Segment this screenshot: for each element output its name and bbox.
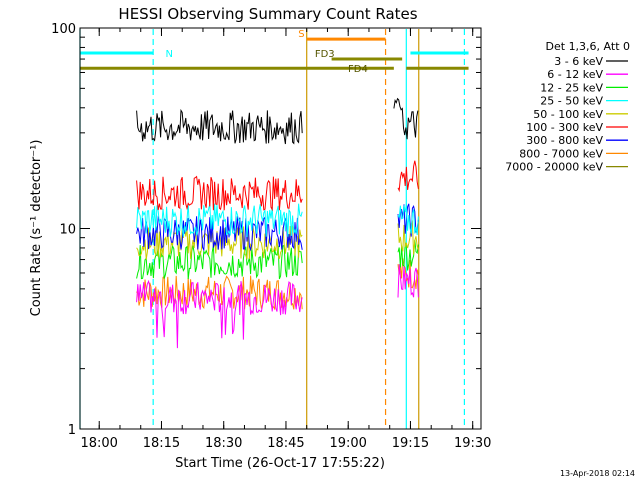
y-tick-label: 1 bbox=[68, 423, 76, 438]
x-tick-label: 19:15 bbox=[392, 436, 429, 451]
series-trace bbox=[136, 108, 303, 145]
flag-label: FD4 bbox=[348, 64, 368, 75]
series-trace bbox=[397, 160, 419, 193]
x-tick-label: 19:30 bbox=[454, 436, 491, 451]
series-trace bbox=[136, 244, 303, 280]
y-axis-label: Count Rate (s⁻¹ detector⁻¹) bbox=[29, 140, 44, 317]
legend-entry-label: 12 - 25 keV bbox=[540, 81, 603, 94]
legend-entry-label: 800 - 7000 keV bbox=[519, 147, 603, 160]
legend-entry-label: 100 - 300 keV bbox=[526, 121, 603, 134]
legend-entry-label: 6 - 12 keV bbox=[547, 68, 603, 81]
series-trace bbox=[397, 264, 419, 298]
x-tick-label: 18:00 bbox=[80, 436, 117, 451]
flag-label: FD3 bbox=[315, 49, 335, 60]
series-trace bbox=[136, 175, 303, 212]
date-stamp: 13-Apr-2018 02:14 bbox=[560, 469, 635, 478]
legend-entry-label: 7000 - 20000 keV bbox=[505, 161, 603, 174]
legend-entry-label: 3 - 6 keV bbox=[554, 55, 603, 68]
series-trace bbox=[397, 203, 419, 237]
x-tick-label: 18:45 bbox=[267, 436, 304, 451]
legend-title: Det 1,3,6, Att 0 bbox=[546, 40, 630, 53]
flag-label: S bbox=[298, 29, 304, 40]
x-tick-label: 18:30 bbox=[205, 436, 242, 451]
series-trace bbox=[397, 220, 419, 255]
y-tick-label: 10 bbox=[59, 223, 76, 238]
x-axis-label: Start Time (26-Oct-17 17:55:22) bbox=[175, 456, 385, 471]
y-tick-label: 100 bbox=[51, 22, 76, 37]
plot-frame bbox=[79, 27, 482, 430]
legend-entry-label: 50 - 100 keV bbox=[533, 108, 603, 121]
x-tick-label: 19:00 bbox=[329, 436, 366, 451]
chart-title: HESSI Observing Summary Count Rates bbox=[118, 5, 417, 23]
legend-entry-label: 300 - 800 keV bbox=[526, 134, 603, 147]
series-trace bbox=[393, 97, 419, 140]
series-trace bbox=[136, 279, 303, 349]
flag-label: N bbox=[165, 49, 172, 60]
legend-entry-label: 25 - 50 keV bbox=[540, 95, 603, 108]
series-trace bbox=[397, 203, 419, 236]
x-tick-label: 18:15 bbox=[143, 436, 180, 451]
series-trace bbox=[136, 203, 303, 238]
